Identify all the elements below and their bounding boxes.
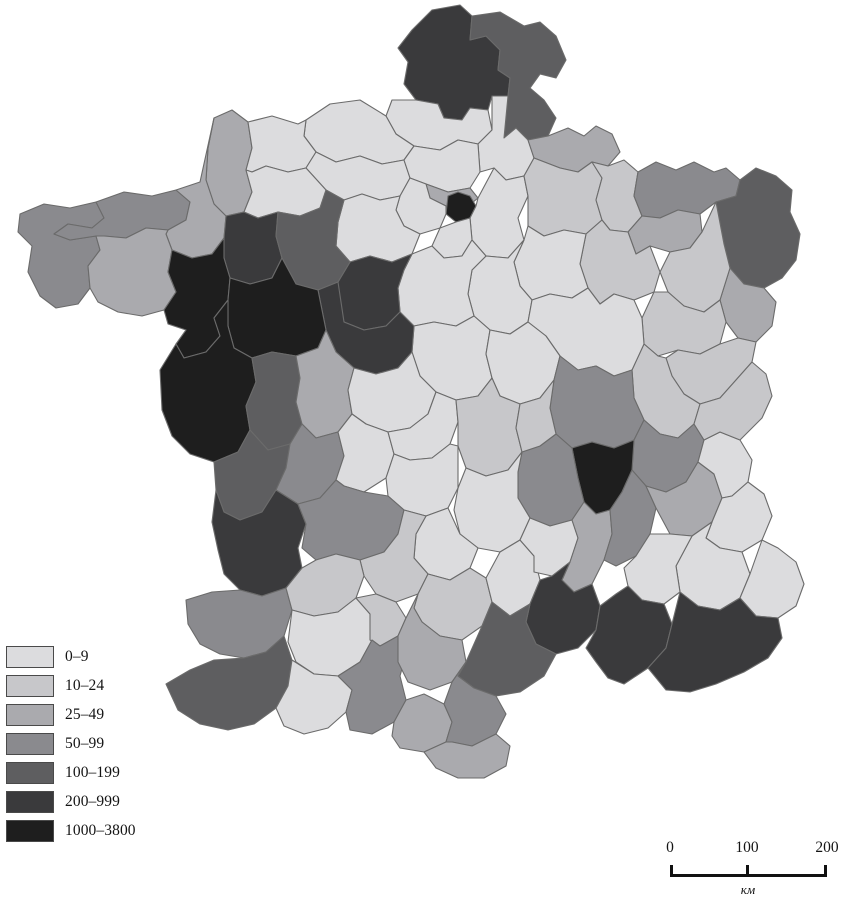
scale-unit-label: км xyxy=(740,882,756,897)
legend-swatch-0-9 xyxy=(6,646,54,668)
dept-morbihan[interactable] xyxy=(88,228,176,316)
legend-swatch-100-199 xyxy=(6,762,54,784)
scale-tick-mark-1 xyxy=(746,865,749,877)
legend-label-100-199: 100–199 xyxy=(65,764,120,782)
dept-ardeche[interactable] xyxy=(562,502,612,592)
legend-row[interactable]: 0–9 xyxy=(6,644,186,670)
legend-row[interactable]: 200–999 xyxy=(6,789,186,815)
legend-swatch-1000-3800 xyxy=(6,820,54,842)
dept-allier-north[interactable] xyxy=(516,380,556,452)
dept-gironde[interactable] xyxy=(212,490,306,596)
map-legend: 0–9 10–24 25–49 50–99 100–199 200–999 10… xyxy=(6,644,186,847)
scale-tick-mark-0 xyxy=(670,865,673,877)
distance-scale-bar: 0 100 200 км xyxy=(664,840,840,898)
dept-finistere[interactable] xyxy=(18,202,104,308)
dept-pyrenees-orientales[interactable] xyxy=(424,734,510,778)
legend-swatch-50-99 xyxy=(6,733,54,755)
department-polygons xyxy=(18,5,804,778)
dept-alpes-maritimes[interactable] xyxy=(740,540,804,618)
legend-row[interactable]: 25–49 xyxy=(6,702,186,728)
dept-nord[interactable] xyxy=(470,12,566,140)
dept-var[interactable] xyxy=(648,592,782,692)
dept-correze[interactable] xyxy=(386,444,458,516)
dept-calvados[interactable] xyxy=(246,116,316,172)
dept-aube[interactable] xyxy=(514,226,588,300)
legend-label-1000-3800: 1000–3800 xyxy=(65,822,136,840)
dept-haute-garonne[interactable] xyxy=(338,636,406,734)
legend-label-25-49: 25–49 xyxy=(65,706,105,724)
legend-row[interactable]: 1000–3800 xyxy=(6,818,186,844)
legend-label-50-99: 50–99 xyxy=(65,735,105,753)
scale-ruler xyxy=(664,865,840,879)
legend-label-200-999: 200–999 xyxy=(65,793,120,811)
dept-marne[interactable] xyxy=(524,158,602,236)
dept-haute-savoie[interactable] xyxy=(694,362,772,440)
legend-swatch-200-999 xyxy=(6,791,54,813)
legend-label-0-9: 0–9 xyxy=(65,648,89,666)
legend-row[interactable]: 10–24 xyxy=(6,673,186,699)
scale-tick-label-0: 0 xyxy=(666,839,674,856)
legend-label-10-24: 10–24 xyxy=(65,677,105,695)
legend-swatch-10-24 xyxy=(6,675,54,697)
legend-row[interactable]: 100–199 xyxy=(6,760,186,786)
scale-tick-labels: 0 100 200 xyxy=(664,840,840,860)
scale-tick-mark-2 xyxy=(824,865,827,877)
legend-row[interactable]: 50–99 xyxy=(6,731,186,757)
scale-tick-label-200: 200 xyxy=(815,839,839,856)
scale-tick-label-100: 100 xyxy=(735,839,759,856)
dept-mayenne[interactable] xyxy=(224,212,282,284)
legend-swatch-25-49 xyxy=(6,704,54,726)
dept-vosges[interactable] xyxy=(660,202,730,312)
